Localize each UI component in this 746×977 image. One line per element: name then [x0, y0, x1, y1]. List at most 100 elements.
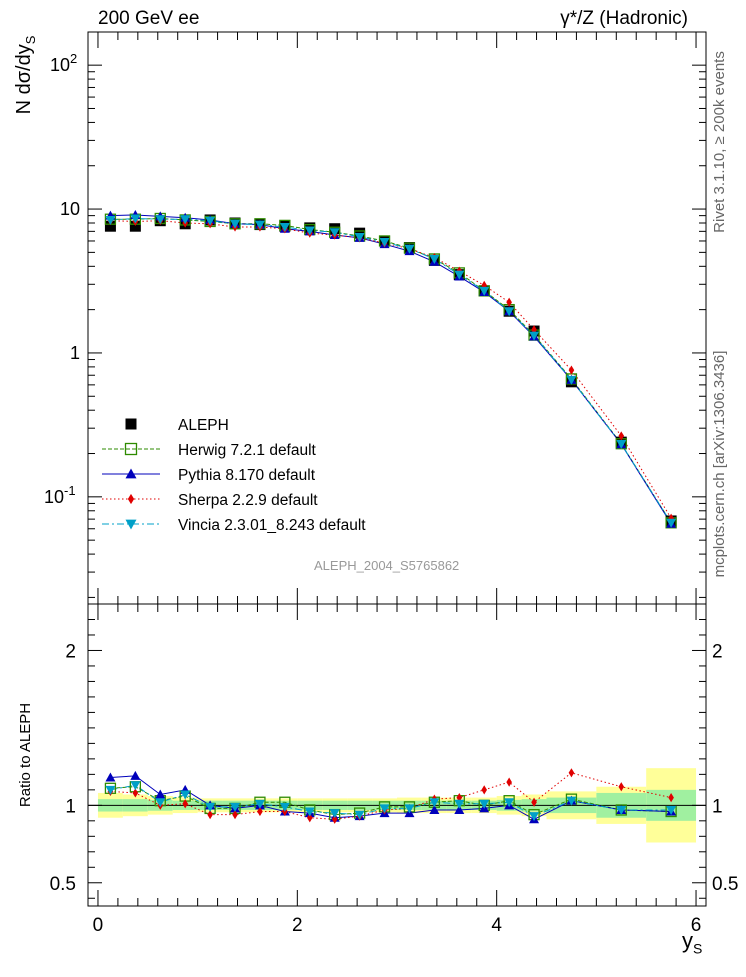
ratio-marker-vincia — [666, 805, 677, 815]
ratio-marker-vincia — [566, 796, 577, 806]
main-marker-vincia — [379, 238, 390, 248]
legend-marker-herwig — [124, 442, 138, 456]
ratio-marker-sherpa — [306, 813, 313, 823]
xlabel: yS — [682, 928, 703, 957]
ratio-marker-vincia — [304, 807, 315, 817]
main-marker-sherpa — [568, 365, 575, 375]
main-marker-vincia — [454, 270, 465, 280]
xtick-label: 0 — [93, 915, 104, 936]
main-marker-sherpa — [668, 513, 674, 523]
ratio-ytick-label-left: 1 — [65, 796, 76, 817]
ratio-marker-vincia — [379, 804, 390, 814]
ratio-marker-sherpa — [618, 782, 625, 792]
main-ytick-label: 10 — [60, 199, 80, 219]
legend-label-vincia: Vincia 2.3.01_8.243 default — [178, 517, 366, 534]
main-marker-vincia — [354, 232, 365, 242]
ratio-marker-vincia — [205, 802, 216, 812]
ratio-marker-vincia — [354, 810, 365, 820]
ratio-marker-sherpa — [182, 799, 188, 809]
ratio-marker-vincia — [130, 781, 141, 791]
legend-label-herwig: Herwig 7.2.1 default — [178, 442, 317, 459]
ratio-marker-vincia — [279, 802, 290, 812]
ratio-marker-sherpa — [232, 810, 238, 820]
ratio-marker-vincia — [616, 805, 627, 815]
mcplots-label: mcplots.cern.ch [arXiv:1306.3436] — [711, 350, 728, 578]
ratio-ytick-label-left: 0.5 — [50, 874, 76, 895]
ratio-marker-vincia — [254, 799, 265, 809]
main-marker-vincia — [529, 331, 540, 341]
ratio-marker-vincia — [454, 799, 465, 809]
ratio-marker-vincia — [504, 798, 515, 808]
ratio-ytick-label-left: 2 — [65, 641, 76, 662]
main-marker-vincia — [279, 223, 290, 233]
ratio-marker-sherpa — [531, 797, 537, 807]
ratio-marker-sherpa — [568, 768, 575, 778]
ratio-marker-pythia — [155, 789, 166, 799]
ratio-marker-vincia — [529, 812, 540, 822]
main-marker-sherpa — [618, 431, 625, 441]
legend-marker-data — [125, 418, 137, 430]
main-marker-vincia — [504, 307, 515, 317]
ratio-marker-sherpa — [506, 777, 512, 787]
header-right: γ*/Z (Hadronic) — [560, 8, 688, 29]
analysis-id: ALEPH_2004_S5765862 — [314, 558, 460, 573]
ratio-marker-sherpa — [668, 792, 674, 803]
xtick-label: 2 — [292, 915, 303, 936]
data-point-aleph — [129, 220, 141, 232]
main-ytick-label: 10-1 — [44, 483, 76, 507]
main-marker-vincia — [566, 375, 577, 385]
ratio-marker-vincia — [105, 785, 116, 795]
ratio-marker-vincia — [404, 804, 415, 814]
main-marker-vincia — [616, 439, 627, 449]
main-ylabel: N dσ/dyS — [13, 35, 38, 115]
ratio-marker-sherpa — [207, 810, 213, 820]
main-marker-vincia — [205, 216, 216, 226]
main-marker-vincia — [304, 226, 315, 236]
main-marker-vincia — [329, 228, 340, 238]
xtick-label: 4 — [491, 915, 502, 936]
ratio-marker-vincia — [479, 799, 490, 809]
main-marker-vincia — [429, 254, 440, 264]
ratio-marker-vincia — [230, 802, 241, 812]
legend-label-sherpa: Sherpa 2.2.9 default — [178, 492, 318, 509]
ratio-marker-sherpa — [331, 814, 338, 824]
main-marker-vincia — [230, 219, 241, 229]
rivet-label: Rivet 3.1.10, ≥ 200k events — [711, 51, 728, 233]
main-ytick-label: 1 — [70, 343, 80, 363]
ratio-marker-vincia — [155, 798, 166, 808]
ratio-marker-sherpa — [257, 806, 263, 817]
ratio-marker-sherpa — [481, 785, 488, 795]
legend-label-data: ALEPH — [178, 417, 229, 434]
main-marker-vincia — [155, 215, 166, 225]
main-marker-vincia — [105, 215, 116, 225]
ratio-marker-vincia — [180, 790, 191, 800]
ratio-marker-pythia — [105, 772, 116, 782]
main-marker-vincia — [130, 214, 141, 224]
main-marker-vincia — [479, 286, 490, 296]
ratio-marker-vincia — [329, 809, 340, 819]
legend-label-pythia: Pythia 8.170 default — [178, 467, 316, 484]
main-marker-vincia — [254, 220, 265, 230]
ratio-ytick-label-right: 1 — [712, 796, 723, 817]
ratio-ytick-label-right: 2 — [712, 641, 723, 662]
ratio-marker-pythia — [429, 804, 440, 814]
main-marker-vincia — [666, 518, 677, 528]
xtick-label: 6 — [691, 915, 702, 936]
ratio-frame — [87, 603, 707, 907]
ratio-ytick-label-right: 0.5 — [712, 874, 738, 895]
ratio-marker-sherpa — [132, 788, 139, 798]
main-marker-sherpa — [506, 297, 512, 307]
legend-marker-sherpa — [127, 493, 135, 505]
legend-marker-vincia — [125, 519, 137, 530]
data-point-aleph — [104, 220, 116, 232]
ratio-marker-pythia — [130, 770, 141, 780]
legend-marker-pythia — [125, 468, 137, 479]
ratio-marker-sherpa — [456, 792, 463, 803]
main-marker-vincia — [404, 244, 415, 254]
main-marker-vincia — [180, 215, 191, 225]
header-left: 200 GeV ee — [98, 8, 200, 29]
main-ytick-label: 102 — [50, 51, 77, 75]
ratio-marker-vincia — [429, 798, 440, 808]
